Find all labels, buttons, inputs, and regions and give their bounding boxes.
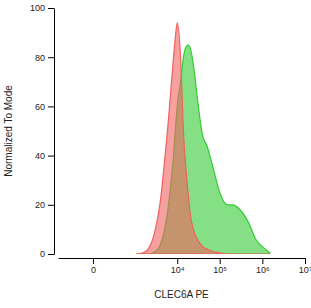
plot-area [136,23,270,254]
x-tick-mark [220,258,221,264]
x-axis-title: CLEC6A PE [154,289,209,300]
x-tick: 10⁷ [299,258,311,275]
x-tick-label: 10⁵ [213,265,227,275]
x-tick: 0 [91,258,96,275]
x-tick-label: 10⁴ [171,265,185,275]
y-tick-mark [48,106,54,107]
x-tick-label: 10⁶ [256,265,270,275]
y-tick-label: 20 [35,200,45,210]
y-tick-mark [48,57,54,58]
y-tick-label: 100 [30,3,45,13]
chart: 0 10⁴ 10⁵ 10⁶ 10⁷ 0 20 40 60 80 100 CLEC6A PE Normal… [0,0,311,308]
y-tick: 80 [35,53,54,63]
y-axis: 0 20 40 60 80 100 [30,3,55,259]
y-tick: 100 [30,3,54,13]
y-tick-mark [48,254,54,255]
y-tick-label: 40 [35,151,45,161]
x-axis-line [59,258,306,259]
y-tick: 0 [40,249,54,259]
y-tick-label: 60 [35,102,45,112]
x-axis: 0 10⁴ 10⁵ 10⁶ 10⁷ [59,258,311,275]
y-tick-mark [48,205,54,206]
y-tick-mark [48,156,54,157]
x-tick: 10⁵ [213,258,227,275]
x-tick-mark [177,258,178,264]
y-tick-label: 0 [40,249,45,259]
x-tick-mark [305,258,306,264]
y-tick-label: 80 [35,53,45,63]
y-axis-line [54,9,55,255]
y-axis-title: Normalized To Mode [3,85,14,177]
y-tick-mark [48,8,54,9]
histogram-area [136,23,270,254]
x-tick-mark [93,258,94,264]
x-tick-mark [262,258,263,264]
x-tick-label: 0 [91,265,96,275]
y-tick: 20 [35,200,54,210]
x-tick: 10⁴ [171,258,185,275]
y-tick: 60 [35,102,54,112]
x-tick: 10⁶ [256,258,270,275]
y-tick: 40 [35,151,54,161]
x-tick-label: 10⁷ [299,265,311,275]
